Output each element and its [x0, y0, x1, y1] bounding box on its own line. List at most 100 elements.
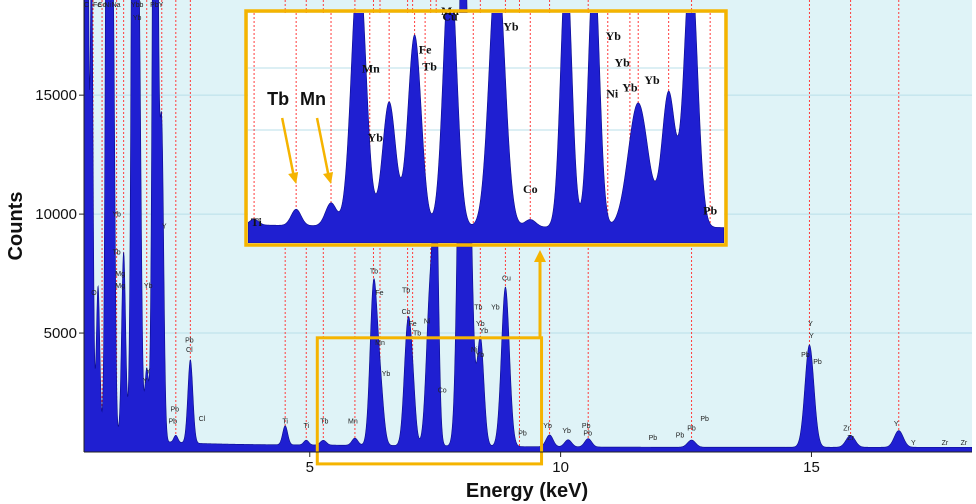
- peak-label: Ni: [471, 347, 478, 354]
- inset-peak-label: Yb: [503, 19, 519, 33]
- peak-label: Yb: [543, 423, 552, 430]
- peak-label: Mg: [115, 283, 125, 290]
- y-axis-title: Counts: [5, 192, 27, 261]
- callout-arrow-line: [315, 117, 331, 179]
- y-tick-label: 10000: [35, 206, 77, 223]
- peak-label: Yb: [144, 283, 153, 290]
- y-tick-labels: 5000 10000 15000: [35, 87, 84, 342]
- peak-label: Y: [894, 421, 899, 428]
- peak-label: Tb: [320, 418, 328, 425]
- peak-label: Pb: [676, 433, 685, 440]
- peak-label: Mn: [375, 340, 385, 347]
- peak-label: Pb: [649, 435, 658, 442]
- callout-arrow-head: [288, 172, 299, 184]
- inset-spectrum-area: [248, 13, 724, 243]
- inset-peak-label: Tb: [422, 60, 437, 74]
- spectrum-area: [84, 0, 972, 452]
- peak-label: Yb: [133, 15, 142, 22]
- y-tick-label: 15000: [35, 87, 77, 104]
- peak-label: Pb: [518, 430, 527, 437]
- peak-label: Zr: [843, 426, 850, 433]
- arrow-head: [534, 250, 546, 262]
- x-tick-label: 15: [803, 459, 820, 476]
- peak-label: Y: [911, 440, 916, 447]
- inset-peak-label: Pb: [703, 203, 717, 217]
- peak-label: Co: [438, 388, 447, 395]
- zoom-connector-arrow: [534, 250, 546, 338]
- peak-label: Fe: [409, 321, 417, 328]
- peak-label: Pb: [687, 426, 696, 433]
- peak-label: Zr: [847, 435, 854, 442]
- inset-peak-label: Yb: [622, 81, 638, 95]
- x-tick-labels: 5 10 15: [306, 452, 820, 476]
- inset-peak-label: Mn: [362, 61, 380, 75]
- peak-label: Yb: [382, 371, 391, 378]
- peak-label: Pb: [169, 418, 178, 425]
- peak-label: Co: [98, 2, 107, 9]
- inset-peak-label: Ti: [251, 215, 263, 229]
- peak-label: Mg: [115, 271, 125, 278]
- peak-label: Pb: [700, 416, 709, 423]
- peak-label: Mn: [348, 418, 358, 425]
- inset-frame: [244, 9, 728, 247]
- callout-arrow-head: [323, 172, 334, 184]
- callout-arrow-line: [280, 117, 296, 179]
- peak-label: Fe: [375, 290, 383, 297]
- peak-label: Y: [146, 368, 151, 375]
- peak-label: Na: [112, 2, 121, 9]
- peak-label: Pb: [185, 338, 194, 345]
- peak-label: Yb: [476, 352, 485, 359]
- inset-peak-label: Yb: [644, 73, 660, 87]
- inset-peak-label: Yb: [368, 130, 384, 144]
- peak-label: Yb: [562, 428, 571, 435]
- peak-label: Cu: [502, 276, 511, 283]
- zoom-region-box: [315, 336, 544, 466]
- callout-label: Mn: [300, 89, 326, 109]
- peak-label: Pb: [801, 352, 810, 359]
- inset-peak-label: Yb: [614, 56, 630, 70]
- peak-label: Pb: [171, 407, 180, 414]
- peak-label: Y: [162, 223, 167, 230]
- peak-label: Y: [143, 378, 148, 385]
- peak-label: Yb: [480, 328, 489, 335]
- peak-label: Zr: [942, 440, 949, 447]
- peak-label: Yb: [491, 304, 500, 311]
- peak-label: Pb: [813, 359, 822, 366]
- peak-label: Pb: [583, 430, 592, 437]
- callout-label: Tb: [267, 89, 289, 109]
- inset-peak-label: Yb: [606, 29, 622, 43]
- peak-label: Ni: [424, 319, 431, 326]
- peak-label: Yb: [476, 321, 485, 328]
- peak-label: O: [91, 290, 97, 297]
- x-tick-label: 10: [552, 459, 569, 476]
- peak-label: Co: [402, 309, 411, 316]
- x-tick-label: 5: [306, 459, 314, 476]
- inset-callouts: Tb Mn: [267, 89, 334, 184]
- peak-label: Tb: [370, 269, 378, 276]
- peak-label: Ni: [104, 2, 111, 9]
- inset-peak-label: Fe: [419, 42, 432, 56]
- inset-peak-label: Ni: [606, 86, 619, 100]
- peak-label: Cl: [199, 416, 206, 423]
- peak-label: Tb: [474, 304, 482, 311]
- peak-label: Tb: [413, 330, 421, 337]
- peak-label: Cl: [186, 347, 193, 354]
- peak-label: Pb: [582, 423, 591, 430]
- peak-label: Ti: [303, 423, 309, 430]
- peak-label: Yb: [112, 211, 121, 218]
- peak-label: Tb: [113, 250, 121, 257]
- peak-label: Fe: [93, 2, 101, 9]
- y-tick-label: 5000: [44, 325, 77, 342]
- peak-label: Y: [808, 321, 813, 328]
- peak-label: PbY: [150, 2, 164, 9]
- inset-peak-label: Co: [523, 182, 538, 196]
- peak-label: Ybb: [131, 2, 144, 9]
- peak-label: Tb: [402, 288, 410, 295]
- peak-label: Y: [809, 333, 814, 340]
- inset-peak-label: Cu: [442, 10, 458, 24]
- peak-label: Ti: [282, 418, 288, 425]
- peak-label: Zr: [961, 440, 968, 447]
